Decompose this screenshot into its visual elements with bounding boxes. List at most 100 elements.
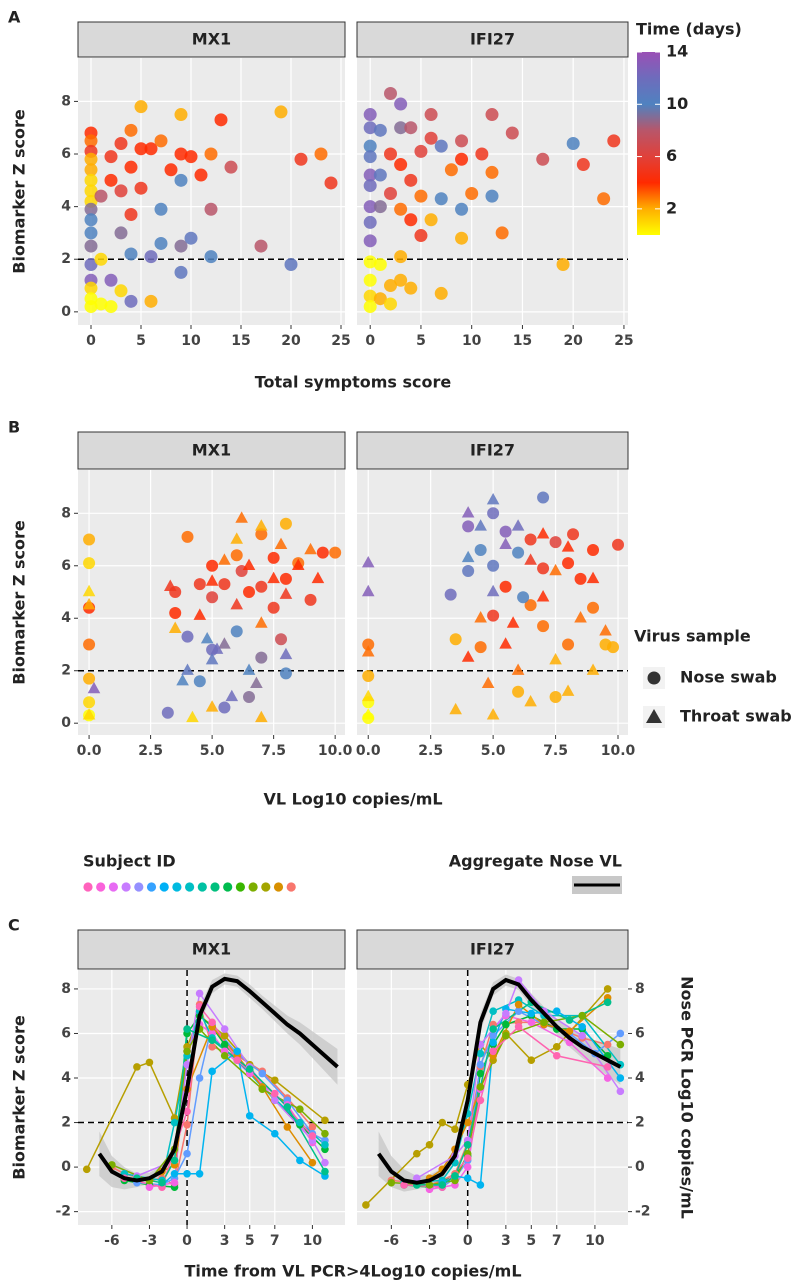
x-tick-label: 10 xyxy=(181,333,201,349)
point xyxy=(311,571,325,584)
point xyxy=(527,1009,536,1018)
y-tick-label: 2 xyxy=(61,663,71,679)
point xyxy=(321,1129,329,1138)
y-axis-title: Biomarker Z score xyxy=(10,109,29,274)
point xyxy=(296,1156,304,1165)
x-tick-label: 5 xyxy=(526,1233,536,1249)
point xyxy=(383,147,397,161)
point xyxy=(487,507,500,520)
point xyxy=(394,250,408,264)
point xyxy=(495,226,509,240)
point xyxy=(424,131,438,145)
point xyxy=(271,1096,279,1105)
point xyxy=(218,578,231,591)
point xyxy=(183,1107,191,1116)
point xyxy=(536,527,550,539)
point xyxy=(205,700,219,712)
point xyxy=(524,695,537,707)
point xyxy=(274,105,288,119)
point xyxy=(383,297,397,311)
point xyxy=(499,580,512,593)
point xyxy=(230,597,244,610)
point xyxy=(94,189,108,203)
point xyxy=(412,1149,421,1158)
point xyxy=(279,587,293,599)
point xyxy=(87,681,101,694)
point xyxy=(549,690,562,703)
point xyxy=(283,1123,292,1131)
point xyxy=(485,108,499,122)
y2-tick-label: 8 xyxy=(635,981,645,997)
point xyxy=(363,168,377,182)
point xyxy=(324,176,338,190)
point xyxy=(104,300,118,314)
point xyxy=(170,1178,179,1187)
legend-swatch xyxy=(108,882,118,892)
x-tick-label: 7.5 xyxy=(261,743,286,759)
point xyxy=(94,297,108,311)
point xyxy=(267,551,280,564)
point xyxy=(204,147,218,161)
point xyxy=(258,1085,267,1093)
x-tick-label: 20 xyxy=(563,333,583,349)
point xyxy=(383,186,397,200)
point xyxy=(279,572,292,585)
point xyxy=(114,284,128,298)
panel-label: A xyxy=(8,8,21,27)
point xyxy=(296,1105,304,1113)
point xyxy=(271,1076,279,1085)
point xyxy=(373,123,387,137)
point xyxy=(218,553,231,565)
point xyxy=(514,1022,523,1031)
point xyxy=(566,136,580,150)
point xyxy=(104,273,118,287)
point xyxy=(114,184,128,198)
x-tick-label: 25 xyxy=(614,333,633,349)
point xyxy=(363,150,377,164)
y-tick-label: 8 xyxy=(61,93,71,109)
point xyxy=(461,650,475,662)
point xyxy=(387,1178,396,1187)
point xyxy=(279,517,292,530)
point xyxy=(587,544,600,557)
point xyxy=(225,689,239,702)
point xyxy=(274,537,288,549)
legend-swatch xyxy=(261,882,271,892)
point xyxy=(283,1103,292,1111)
point xyxy=(204,202,218,216)
point xyxy=(449,633,462,646)
point xyxy=(233,1047,241,1056)
legend-swatch xyxy=(134,882,144,892)
legend-swatch xyxy=(172,882,182,892)
x-tick-label: 10.0 xyxy=(318,743,353,759)
point xyxy=(134,100,148,114)
point xyxy=(363,273,377,287)
x-tick-label: 0 xyxy=(182,1233,192,1249)
point xyxy=(475,147,489,161)
point xyxy=(271,1129,279,1138)
point xyxy=(400,1181,408,1189)
y-tick-label: 0 xyxy=(61,1159,71,1175)
point xyxy=(255,651,268,664)
point xyxy=(476,1060,485,1069)
point xyxy=(170,1118,179,1127)
point xyxy=(245,1065,254,1073)
point xyxy=(294,152,308,166)
point xyxy=(363,234,377,248)
point xyxy=(145,1058,154,1067)
y-tick-label: 2 xyxy=(61,251,71,267)
point xyxy=(163,579,177,591)
point xyxy=(489,1047,497,1056)
point xyxy=(434,192,448,206)
point xyxy=(444,588,457,601)
point xyxy=(552,1007,561,1016)
point xyxy=(124,160,138,174)
point xyxy=(154,202,168,216)
aggregate-line xyxy=(377,977,622,1185)
legend-swatch xyxy=(83,882,93,892)
point xyxy=(499,537,512,549)
point xyxy=(499,637,512,649)
x-tick-label: 0 xyxy=(463,1233,473,1249)
point xyxy=(193,675,206,688)
x-tick-label: -6 xyxy=(104,1233,120,1249)
